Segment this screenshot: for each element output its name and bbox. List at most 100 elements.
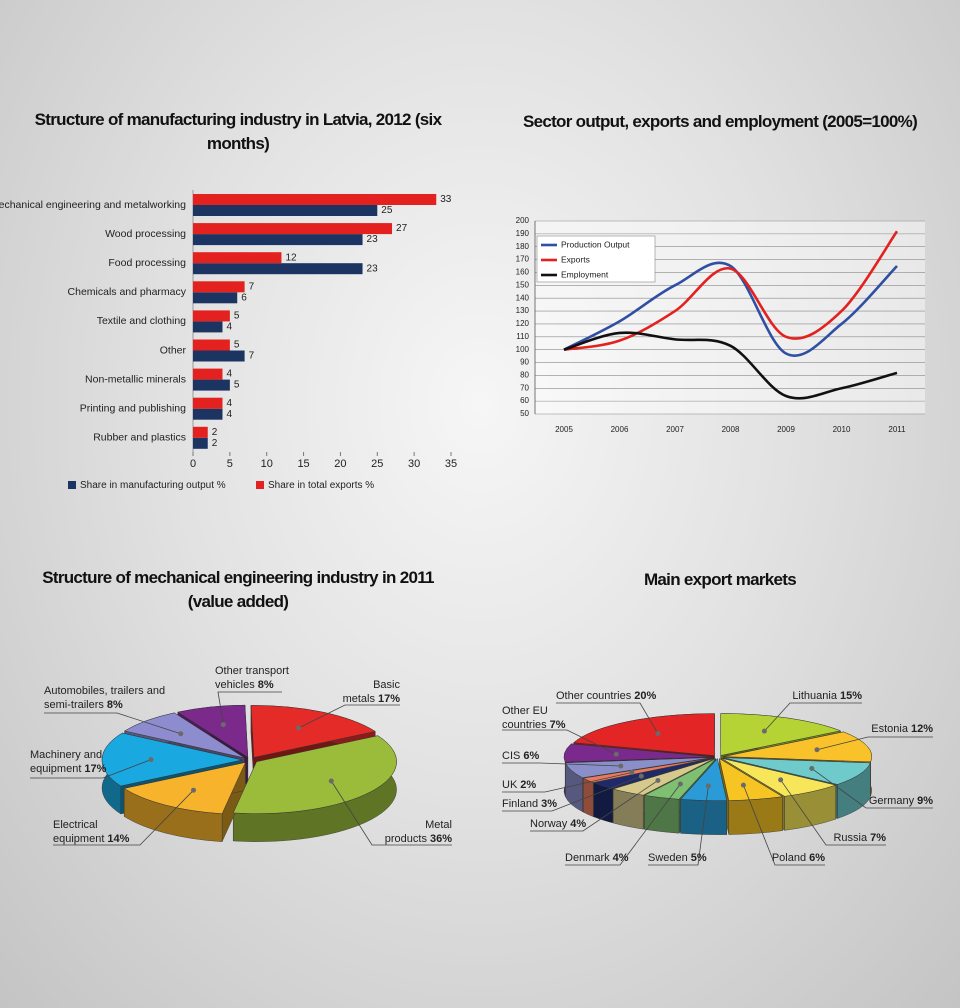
slice-label: Other transport vehicles 8%: [215, 664, 300, 692]
slice: [723, 757, 871, 785]
slice-label-name: Russia: [833, 832, 868, 844]
x-tick-label: 25: [371, 458, 383, 470]
slice-label-value: 6%: [809, 852, 825, 864]
slice-label-value: 3%: [541, 798, 557, 810]
value-label: 7: [249, 281, 255, 292]
category-label: Rubber and plastics: [93, 432, 186, 444]
legend-label: Production Output: [561, 239, 630, 249]
legend-label: Share in manufacturing output %: [80, 480, 226, 491]
value-label: 33: [440, 194, 452, 205]
leader-line: [648, 785, 709, 866]
bar: [193, 310, 230, 322]
slice-side: [583, 777, 594, 817]
x-tick-label: 10: [261, 458, 273, 470]
legend-label: Share in total exports %: [268, 480, 374, 491]
slice: [573, 713, 715, 756]
leader-line: [53, 789, 194, 846]
slice-label-value: 7%: [549, 719, 566, 731]
bar: [193, 350, 245, 362]
slice: [123, 712, 245, 759]
slice-label-name: Electrical equipment: [53, 819, 105, 845]
y-tick-label: 190: [516, 229, 530, 238]
x-tick-label: 2011: [888, 425, 906, 434]
slice-label-value: 36%: [429, 833, 452, 845]
slice: [720, 713, 842, 756]
y-tick-label: 110: [516, 332, 529, 341]
leader-line: [565, 783, 681, 866]
bar: [193, 397, 223, 409]
slice: [643, 758, 716, 800]
bar: [193, 263, 363, 275]
slice-label: Other countries 20%: [556, 689, 666, 703]
leader-dot: [613, 751, 619, 757]
leader-dot: [220, 722, 226, 728]
slice: [721, 758, 837, 797]
bar: [193, 426, 208, 438]
line: [563, 230, 899, 351]
y-tick-label: 70: [520, 383, 529, 392]
value-label: 5: [234, 311, 240, 322]
leader-line: [502, 775, 642, 812]
slice-label-value: 4%: [570, 818, 587, 830]
bar: [193, 281, 245, 293]
value-label: 4: [226, 409, 232, 420]
leader-dot: [809, 766, 815, 772]
leader-line: [217, 691, 282, 725]
leader-line: [530, 780, 659, 832]
y-tick-label: 50: [520, 409, 529, 418]
slice: [680, 758, 728, 801]
slice-label-name: Lithuania: [792, 690, 837, 702]
leader-line: [330, 780, 452, 846]
slice-label-value: 8%: [106, 699, 123, 711]
slice: [101, 732, 243, 787]
leader-line: [816, 736, 933, 751]
slice-label-name: Other EU countries: [502, 705, 548, 731]
leader-line: [780, 779, 886, 846]
slice-label-value: 5%: [690, 852, 707, 864]
leader-line: [44, 712, 181, 735]
bar: [193, 339, 230, 351]
bar: [193, 252, 282, 264]
x-tick-label: 0: [190, 458, 196, 470]
value-label: 25: [381, 205, 393, 216]
value-label: 12: [285, 252, 297, 263]
leader-dot: [761, 728, 767, 734]
value-label: 5: [234, 340, 240, 351]
value-label: 4: [226, 398, 232, 409]
slice-label-name: Basic metals: [342, 679, 400, 705]
slice-label-name: Poland: [771, 852, 807, 864]
value-label: 4: [226, 322, 232, 333]
legend-label: Employment: [561, 269, 609, 279]
leader-line: [764, 702, 862, 732]
value-label: 4: [226, 369, 232, 380]
slice-label: UK 2%: [502, 778, 562, 792]
slice-label-value: 2%: [520, 779, 537, 791]
x-tick-label: 2006: [611, 425, 629, 434]
chart-title: Sector output, exports and employment (2…: [522, 112, 918, 131]
slice-label-value: 8%: [257, 679, 274, 691]
slice-label-value: 9%: [917, 795, 933, 807]
leader-line: [502, 729, 617, 755]
bar: [193, 194, 437, 205]
slice-side: [680, 799, 727, 835]
x-tick-label: 20: [334, 458, 346, 470]
bar: [193, 321, 223, 333]
category-label: Non-metallic minerals: [85, 373, 186, 385]
category-label: Mechanical engineering and metalworking: [0, 199, 186, 211]
y-tick-label: 160: [516, 268, 530, 277]
slice: [719, 758, 784, 801]
y-tick-label: 150: [516, 280, 530, 289]
slice-label: Denmark 4%: [565, 851, 645, 865]
category-label: Textile and clothing: [97, 315, 186, 327]
y-tick-label: 140: [516, 293, 530, 302]
chart-title: Structure of mechanical engineering indu…: [42, 568, 434, 611]
slice-label: Automobiles, trailers and semi-trailers 8…: [44, 684, 179, 712]
slice-label-value: 20%: [634, 690, 657, 702]
category-label: Chemicals and pharmacy: [68, 286, 187, 298]
slice: [123, 762, 246, 814]
slice-label: Estonia 12%: [850, 722, 933, 736]
slice-label: Other EU countries 7%: [502, 704, 568, 732]
leader-dot: [638, 773, 644, 779]
